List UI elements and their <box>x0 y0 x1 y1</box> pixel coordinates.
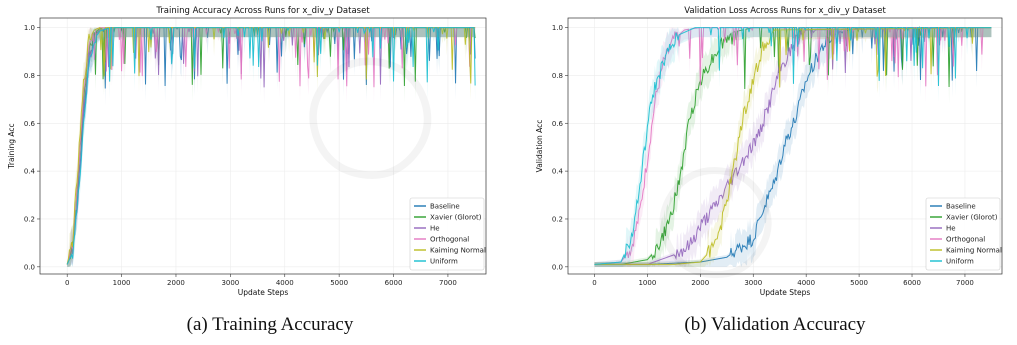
x-tick-label: 3000 <box>221 279 239 287</box>
plot-frame <box>567 17 1003 275</box>
legend-label: Uniform <box>430 258 458 266</box>
y-tick-label: 0.2 <box>552 215 563 223</box>
legend-label: Baseline <box>430 203 460 211</box>
legend-label: Uniform <box>946 258 974 266</box>
x-axis-label: Update Steps <box>760 288 811 297</box>
y-tick-label: 1.0 <box>24 24 35 32</box>
y-tick-label: 0.6 <box>24 120 36 128</box>
x-tick-label: 0 <box>65 279 69 287</box>
y-tick-label: 0.8 <box>552 72 563 80</box>
y-tick-label: 0.4 <box>24 168 36 176</box>
legend-box <box>925 197 1001 271</box>
x-tick-label: 4000 <box>797 279 815 287</box>
chart-panel-1: 0 1000 2000 3000 4000 5000 6000 7000 0.0 0.2 0.4 0.… <box>535 6 1003 297</box>
series-line <box>66 27 476 265</box>
caption-training-accuracy: (a) Training Accuracy <box>186 314 354 335</box>
series-line <box>594 27 992 265</box>
x-tick-label: 1000 <box>638 279 656 287</box>
y-tick-label: 0.4 <box>552 168 564 176</box>
x-tick-label: 7000 <box>956 279 974 287</box>
legend-label: Orthogonal <box>430 236 469 244</box>
x-tick-label: 2000 <box>167 279 185 287</box>
x-tick-label: 5000 <box>850 279 868 287</box>
legend-label: He <box>430 225 440 233</box>
legend-label: Baseline <box>946 203 976 211</box>
legend-label: Xavier (Glorot) <box>430 214 482 222</box>
legend-label: Xavier (Glorot) <box>946 214 998 222</box>
legend: Baseline Xavier (Glorot) He Orthogonal Kaimi… <box>409 197 486 271</box>
series-group <box>594 26 992 267</box>
y-axis-label: Validation Acc <box>535 120 544 173</box>
x-tick-label: 3000 <box>744 279 762 287</box>
x-tick-label: 6000 <box>385 279 403 287</box>
x-tick-label: 5000 <box>330 279 348 287</box>
y-tick-label: 0.0 <box>24 263 35 271</box>
legend-label: Kaiming Normal <box>430 247 486 255</box>
x-tick-label: 1000 <box>113 279 131 287</box>
legend: Baseline Xavier (Glorot) He Orthogonal Kaimi… <box>925 197 1002 271</box>
y-tick-label: 0.0 <box>552 263 563 271</box>
series-group <box>66 26 476 267</box>
y-tick-label: 0.2 <box>24 215 35 223</box>
x-axis-label: Update Steps <box>238 288 289 297</box>
plot-frame <box>39 17 487 275</box>
y-tick-label: 1.0 <box>552 24 563 32</box>
caption-validation-accuracy: (b) Validation Accuracy <box>684 314 866 335</box>
legend-label: He <box>946 225 956 233</box>
x-tick-label: 0 <box>592 279 596 287</box>
x-tick-label: 7000 <box>439 279 457 287</box>
y-tick-label: 0.8 <box>24 72 35 80</box>
y-tick-label: 0.6 <box>552 120 564 128</box>
chart-title: Training Accuracy Across Runs for x_div_… <box>155 6 370 16</box>
x-tick-label: 2000 <box>691 279 709 287</box>
x-tick-label: 4000 <box>276 279 294 287</box>
x-tick-label: 6000 <box>903 279 921 287</box>
chart-panel-0: 0 1000 2000 3000 4000 5000 6000 7000 0.0 0.2 0.4 0.… <box>7 6 487 297</box>
legend-box <box>409 197 485 271</box>
legend-label: Orthogonal <box>946 236 985 244</box>
legend-label: Kaiming Normal <box>946 247 1002 255</box>
chart-title: Validation Loss Across Runs for x_div_y … <box>684 6 886 16</box>
y-axis-label: Training Acc <box>7 123 16 169</box>
